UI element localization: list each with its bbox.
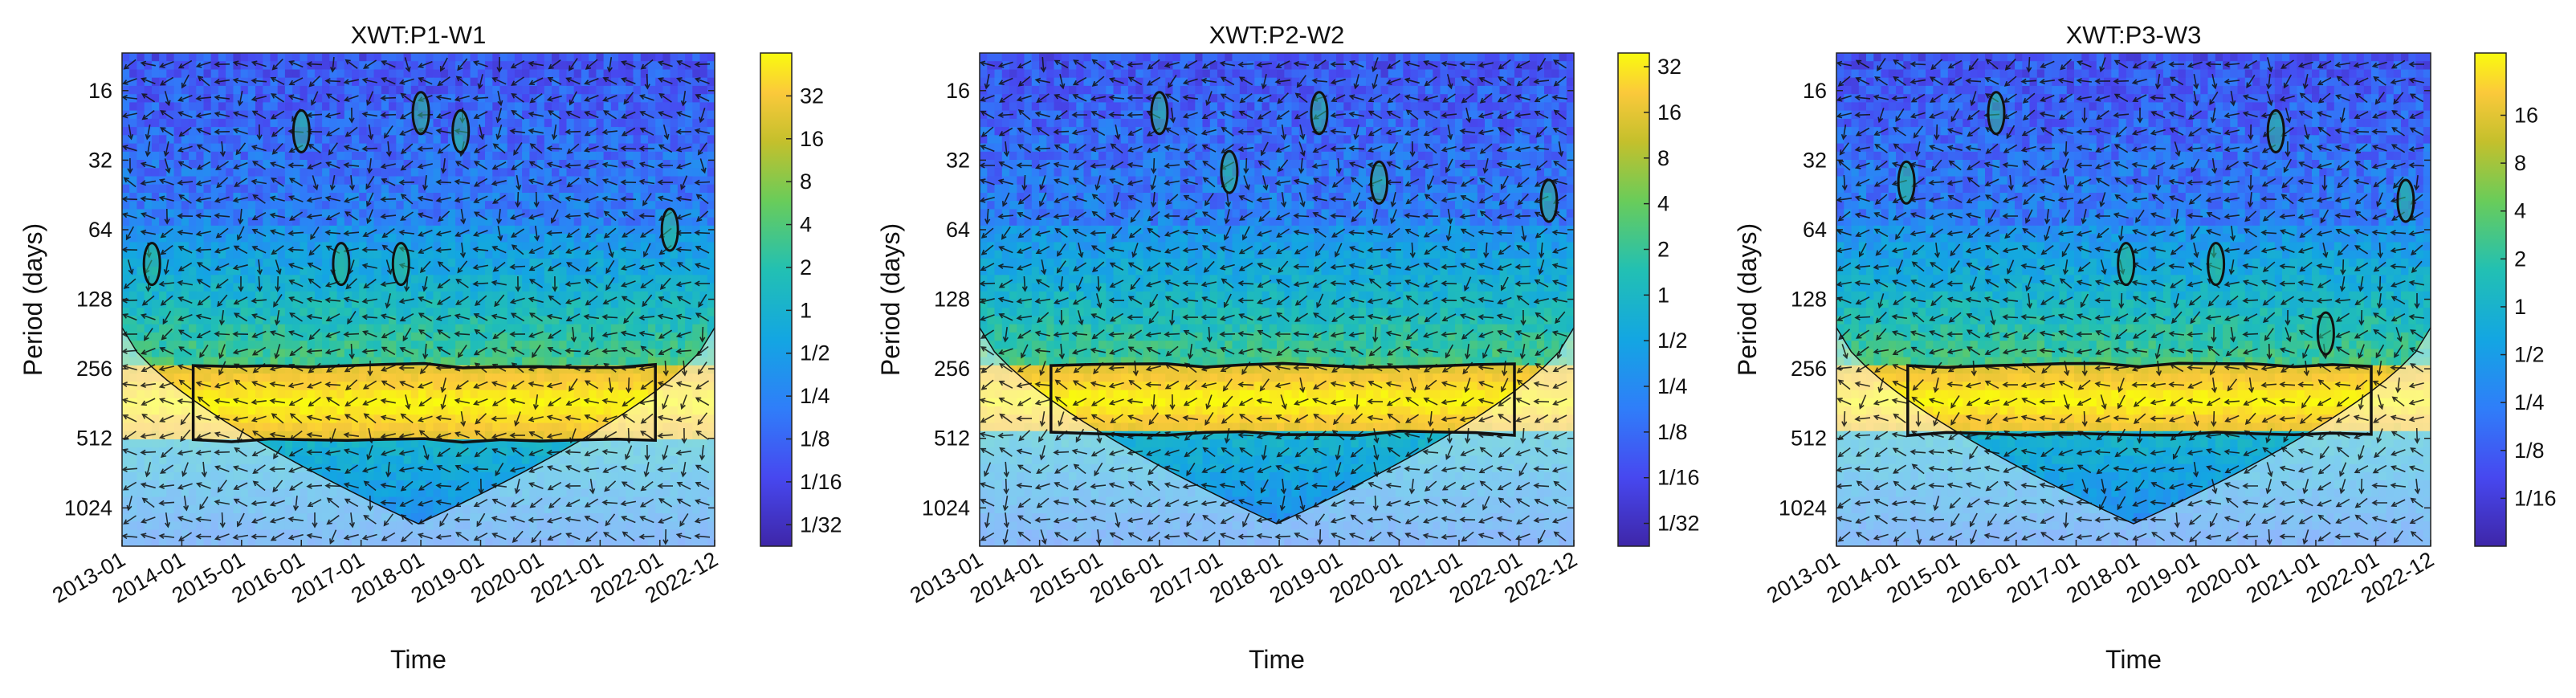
y-tick-label: 256 — [1791, 357, 1827, 381]
colorbar-tick-label: 4 — [800, 213, 812, 237]
y-tick-label: 1024 — [922, 496, 970, 520]
y-tick-label: 64 — [1803, 218, 1827, 242]
colorbar-tick-label: 1/32 — [800, 512, 842, 537]
y-tick-label: 64 — [88, 218, 112, 242]
y-tick-label: 32 — [946, 148, 970, 172]
y-tick-label: 1024 — [64, 496, 112, 520]
panel-title: XWT:P3-W3 — [2066, 21, 2202, 49]
significance-contour-band — [1050, 361, 1516, 437]
y-tick-label: 128 — [1791, 288, 1827, 312]
significance-contour-5 — [411, 91, 430, 136]
colorbar-tick-label: 2 — [2514, 247, 2526, 271]
colorbar-tick-label: 1/8 — [1657, 420, 1688, 444]
colorbar-tick-label: 32 — [1657, 55, 1681, 79]
colorbar-tick-label: 1/8 — [800, 427, 830, 451]
colorbar-tick-label: 1 — [800, 298, 812, 322]
x-axis-label: Time — [1249, 645, 1305, 674]
significance-contour-3 — [1310, 91, 1329, 136]
colorbar-tick-label: 2 — [800, 255, 812, 280]
colorbar-tick-label: 1/8 — [2514, 439, 2545, 463]
colorbar-tick-label: 8 — [2514, 151, 2526, 175]
colorbar-tick-label: 1/4 — [800, 384, 830, 408]
colorbar-tick-label: 8 — [1657, 146, 1669, 170]
significance-contour-1 — [1150, 91, 1169, 136]
colorbar-tick-label: 4 — [2514, 199, 2526, 223]
y-tick-label: 128 — [76, 288, 112, 312]
significance-contour-4 — [2207, 242, 2226, 287]
colorbar-tick-label: 8 — [800, 169, 812, 194]
y-tick-label: 16 — [1803, 79, 1827, 103]
panel-title: XWT:P1-W1 — [351, 21, 487, 49]
y-tick-label: 32 — [1803, 148, 1827, 172]
y-tick-label: 16 — [946, 79, 970, 103]
cone-of-influence-line — [980, 326, 1574, 525]
colorbar: 32 16 8 4 2 1 1/2 1/4 1/8 1/16 1/32 — [760, 52, 842, 547]
significance-contour-5 — [2266, 109, 2285, 153]
y-axis-label: Period (days) — [876, 223, 905, 376]
significance-contour-2 — [1987, 91, 2006, 136]
y-axis-label: Period (days) — [1733, 223, 1762, 376]
colorbar-tick-label: 1/16 — [800, 470, 842, 494]
colorbar-tick-label: 1 — [1657, 283, 1669, 307]
colorbar-tick-label: 2 — [1657, 237, 1669, 261]
xwt-panel-1: XWT:P1-W116326412825651210242013-012014-… — [18, 21, 842, 674]
y-tick-label: 32 — [88, 148, 112, 172]
colorbar-tick-label: 1/4 — [1657, 374, 1688, 398]
significance-contour-7 — [660, 207, 679, 252]
colorbar-tick-label: 32 — [800, 84, 824, 108]
panel-title: XWT:P2-W2 — [1209, 21, 1345, 49]
significance-contour-1 — [142, 242, 161, 287]
xwt-panel-3: XWT:P3-W316326412825651210242013-012014-… — [1733, 21, 2557, 674]
colorbar-tick-label: 1/16 — [2514, 486, 2557, 510]
colorbar-tick-label: 1/32 — [1657, 512, 1700, 536]
phase-arrows — [980, 56, 1567, 545]
colorbar-tick-label: 1/2 — [800, 341, 830, 365]
significance-contour-band — [191, 361, 657, 444]
significance-contour-4 — [391, 242, 410, 287]
significance-contour-2 — [1220, 149, 1239, 194]
significance-contour-6 — [451, 109, 471, 153]
x-axis-label: Time — [2105, 645, 2162, 674]
significance-contour-3 — [332, 242, 351, 287]
y-tick-label: 16 — [88, 79, 112, 103]
significance-contour-6 — [2316, 311, 2335, 356]
colorbar-tick-label: 16 — [800, 127, 824, 151]
colorbar-tick-label: 1/2 — [2514, 343, 2545, 367]
cone-of-influence-shade — [1836, 328, 2431, 546]
y-tick-label: 512 — [1791, 427, 1827, 451]
cone-of-influence-shade — [122, 328, 715, 546]
colorbar-tick-label: 4 — [1657, 192, 1669, 216]
y-tick-label: 256 — [934, 357, 970, 381]
colorbar: 16 8 4 2 1 1/2 1/4 1/8 1/16 — [2474, 52, 2557, 547]
y-tick-label: 128 — [934, 288, 970, 312]
y-tick-label: 1024 — [1779, 496, 1827, 520]
significance-contour-3 — [2117, 242, 2136, 287]
colorbar-tick-label: 1/4 — [2514, 390, 2545, 414]
phase-arrows — [122, 56, 711, 545]
y-tick-label: 64 — [946, 218, 970, 242]
colorbar-tick-label: 16 — [1657, 100, 1681, 124]
colorbar-tick-label: 16 — [2514, 103, 2538, 127]
cone-of-influence-line — [122, 326, 715, 525]
significance-contour-1 — [1897, 160, 1916, 205]
significance-contour-7 — [2396, 178, 2415, 223]
y-axis-label: Period (days) — [18, 223, 47, 376]
cone-of-influence-shade — [980, 328, 1574, 546]
y-tick-label: 512 — [934, 427, 970, 451]
colorbar-tick-label: 1 — [2514, 295, 2526, 319]
y-tick-label: 512 — [76, 427, 112, 451]
y-tick-label: 256 — [76, 357, 112, 381]
colorbar: 32 16 8 4 2 1 1/2 1/4 1/8 1/16 1/32 — [1617, 52, 1700, 547]
significance-contour-band — [1906, 361, 2373, 438]
significance-contour-5 — [1539, 178, 1559, 223]
significance-contour-2 — [291, 109, 311, 153]
colorbar-tick-label: 1/16 — [1657, 466, 1700, 490]
colorbar-tick-label: 1/2 — [1657, 329, 1688, 353]
significance-contour-4 — [1370, 160, 1388, 205]
xwt-panel-2: XWT:P2-W216326412825651210242013-012014-… — [876, 21, 1700, 674]
x-axis-label: Time — [390, 645, 446, 674]
